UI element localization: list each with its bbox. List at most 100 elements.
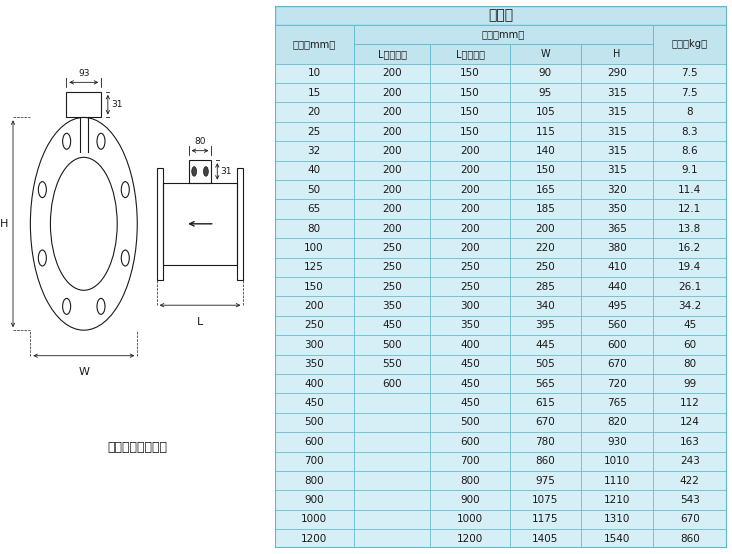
Text: 20: 20: [307, 107, 321, 117]
Text: 315: 315: [607, 107, 627, 117]
Text: 100: 100: [305, 243, 324, 253]
Text: 250: 250: [382, 281, 402, 292]
Text: 350: 350: [382, 301, 402, 311]
Text: 1310: 1310: [604, 514, 630, 525]
Text: 450: 450: [382, 320, 402, 331]
Text: 350: 350: [460, 320, 480, 331]
Text: 200: 200: [382, 107, 402, 117]
Text: 395: 395: [536, 320, 556, 331]
Bar: [354, 25, 653, 44]
Text: 250: 250: [382, 262, 402, 273]
Bar: [509, 452, 581, 471]
Bar: [653, 25, 727, 64]
Text: 1200: 1200: [457, 534, 483, 544]
Text: 450: 450: [460, 359, 480, 370]
Bar: [274, 6, 727, 25]
Bar: [653, 316, 727, 335]
Text: 31: 31: [111, 100, 122, 109]
Bar: [581, 122, 653, 141]
Text: 670: 670: [680, 514, 700, 525]
Bar: [274, 238, 354, 258]
Bar: [653, 64, 727, 83]
Text: 820: 820: [607, 417, 627, 428]
Text: 口径（mm）: 口径（mm）: [293, 39, 336, 49]
Bar: [509, 44, 581, 64]
Text: 1000: 1000: [301, 514, 327, 525]
Bar: [430, 490, 509, 510]
Text: 9.1: 9.1: [681, 165, 698, 176]
Bar: [354, 335, 430, 355]
Bar: [581, 258, 653, 277]
Bar: [274, 83, 354, 102]
Bar: [581, 393, 653, 413]
Bar: [653, 102, 727, 122]
Text: 10: 10: [307, 68, 321, 79]
Text: 505: 505: [536, 359, 556, 370]
Bar: [509, 199, 581, 219]
Bar: [354, 161, 430, 180]
Bar: [354, 413, 430, 432]
Bar: [581, 277, 653, 296]
Text: 200: 200: [536, 223, 556, 234]
Bar: [581, 44, 653, 64]
Bar: [274, 510, 354, 529]
Bar: [653, 452, 727, 471]
Bar: [189, 160, 212, 183]
Bar: [581, 83, 653, 102]
Bar: [653, 258, 727, 277]
Text: 8: 8: [687, 107, 693, 117]
Bar: [274, 335, 354, 355]
Text: 分体式: 分体式: [488, 8, 513, 22]
Text: 150: 150: [460, 107, 480, 117]
Bar: [274, 296, 354, 316]
Text: 150: 150: [460, 68, 480, 79]
Text: 1175: 1175: [532, 514, 559, 525]
Text: 200: 200: [460, 146, 480, 156]
Bar: [653, 83, 727, 102]
Bar: [354, 238, 430, 258]
Bar: [430, 161, 509, 180]
Bar: [581, 413, 653, 432]
Bar: [509, 490, 581, 510]
Bar: [430, 180, 509, 199]
Bar: [67, 92, 101, 117]
Text: 80: 80: [307, 223, 321, 234]
Bar: [354, 277, 430, 296]
Bar: [581, 452, 653, 471]
Bar: [274, 199, 354, 219]
Bar: [581, 490, 653, 510]
Text: 600: 600: [305, 437, 324, 447]
Text: 290: 290: [607, 68, 627, 79]
Bar: [274, 141, 354, 161]
Text: 340: 340: [536, 301, 556, 311]
Bar: [653, 335, 727, 355]
Bar: [581, 102, 653, 122]
Text: 95: 95: [539, 88, 552, 98]
Text: 315: 315: [607, 165, 627, 176]
Bar: [509, 432, 581, 452]
Bar: [354, 471, 430, 490]
Text: 400: 400: [305, 378, 324, 389]
Text: 670: 670: [536, 417, 556, 428]
Text: 300: 300: [305, 340, 324, 350]
Bar: [581, 471, 653, 490]
Bar: [581, 296, 653, 316]
Bar: [430, 393, 509, 413]
Bar: [430, 219, 509, 238]
Text: 450: 450: [305, 398, 324, 408]
Text: 765: 765: [607, 398, 627, 408]
Bar: [274, 393, 354, 413]
Text: 尺寸（mm）: 尺寸（mm）: [482, 29, 525, 40]
Text: 1000: 1000: [457, 514, 483, 525]
Bar: [274, 102, 354, 122]
Bar: [430, 432, 509, 452]
Bar: [509, 83, 581, 102]
Text: 220: 220: [536, 243, 556, 253]
Bar: [430, 413, 509, 432]
Text: 200: 200: [382, 165, 402, 176]
Bar: [653, 471, 727, 490]
Text: 1540: 1540: [604, 534, 630, 544]
Text: 112: 112: [680, 398, 700, 408]
Bar: [581, 355, 653, 374]
Text: 93: 93: [78, 69, 89, 78]
